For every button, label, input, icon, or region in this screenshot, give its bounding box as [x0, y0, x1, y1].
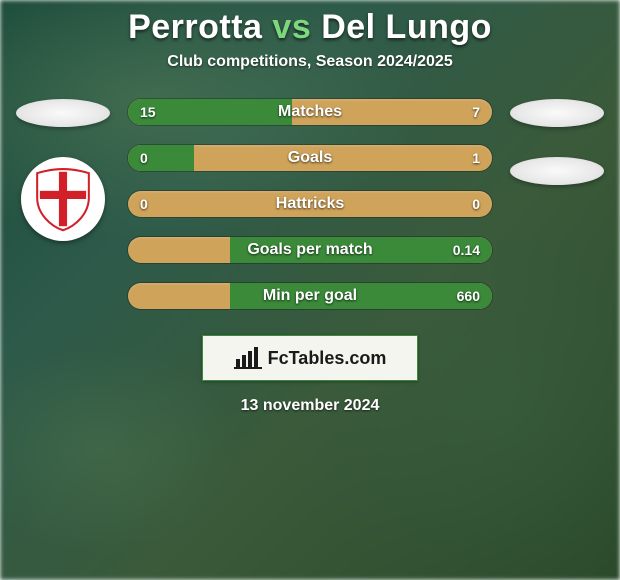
- stat-value-left: 0: [140, 196, 148, 212]
- stat-value-right: 0: [472, 196, 480, 212]
- stat-label: Matches: [278, 103, 342, 121]
- stat-value-left: 0: [140, 150, 148, 166]
- player2-avatar-placeholder: [510, 99, 604, 127]
- stat-label: Goals: [288, 149, 332, 167]
- stat-bar: 15 Matches 7: [128, 99, 492, 125]
- infographic-root: Perrotta vs Del Lungo Club competitions,…: [0, 0, 620, 580]
- shield-icon: [29, 165, 97, 233]
- player2-club-placeholder: [510, 157, 604, 185]
- stat-value-right: 1: [472, 150, 480, 166]
- subtitle: Club competitions, Season 2024/2025: [167, 53, 452, 71]
- stat-value-left: 15: [140, 104, 156, 120]
- footer-date: 13 november 2024: [241, 397, 380, 415]
- stat-label: Min per goal: [263, 287, 357, 305]
- stat-fill-left: [128, 145, 194, 171]
- stat-bar: 0 Hattricks 0: [128, 191, 492, 217]
- site-name: FcTables.com: [268, 348, 387, 369]
- site-badge: FcTables.com: [202, 335, 418, 381]
- stat-label: Goals per match: [247, 241, 372, 259]
- player1-club-badge: [21, 157, 105, 241]
- stat-label: Hattricks: [276, 195, 344, 213]
- stats-bars: 15 Matches 7 0 Goals 1 0 Hattricks 0 Goals per ma…: [118, 99, 502, 309]
- stat-value-right: 0.14: [453, 242, 480, 258]
- right-column: [502, 99, 612, 185]
- title-player2: Del Lungo: [321, 8, 492, 46]
- barchart-icon: [234, 347, 262, 369]
- stat-bar: Goals per match 0.14: [128, 237, 492, 263]
- player1-avatar-placeholder: [16, 99, 110, 127]
- main-row: 15 Matches 7 0 Goals 1 0 Hattricks 0 Goals per ma…: [0, 99, 620, 309]
- title: Perrotta vs Del Lungo: [128, 8, 492, 47]
- left-column: [8, 99, 118, 241]
- stat-value-right: 7: [472, 104, 480, 120]
- title-vs: vs: [272, 8, 311, 46]
- stat-value-right: 660: [457, 288, 480, 304]
- title-player1: Perrotta: [128, 8, 262, 46]
- stat-bar: Min per goal 660: [128, 283, 492, 309]
- stat-bar: 0 Goals 1: [128, 145, 492, 171]
